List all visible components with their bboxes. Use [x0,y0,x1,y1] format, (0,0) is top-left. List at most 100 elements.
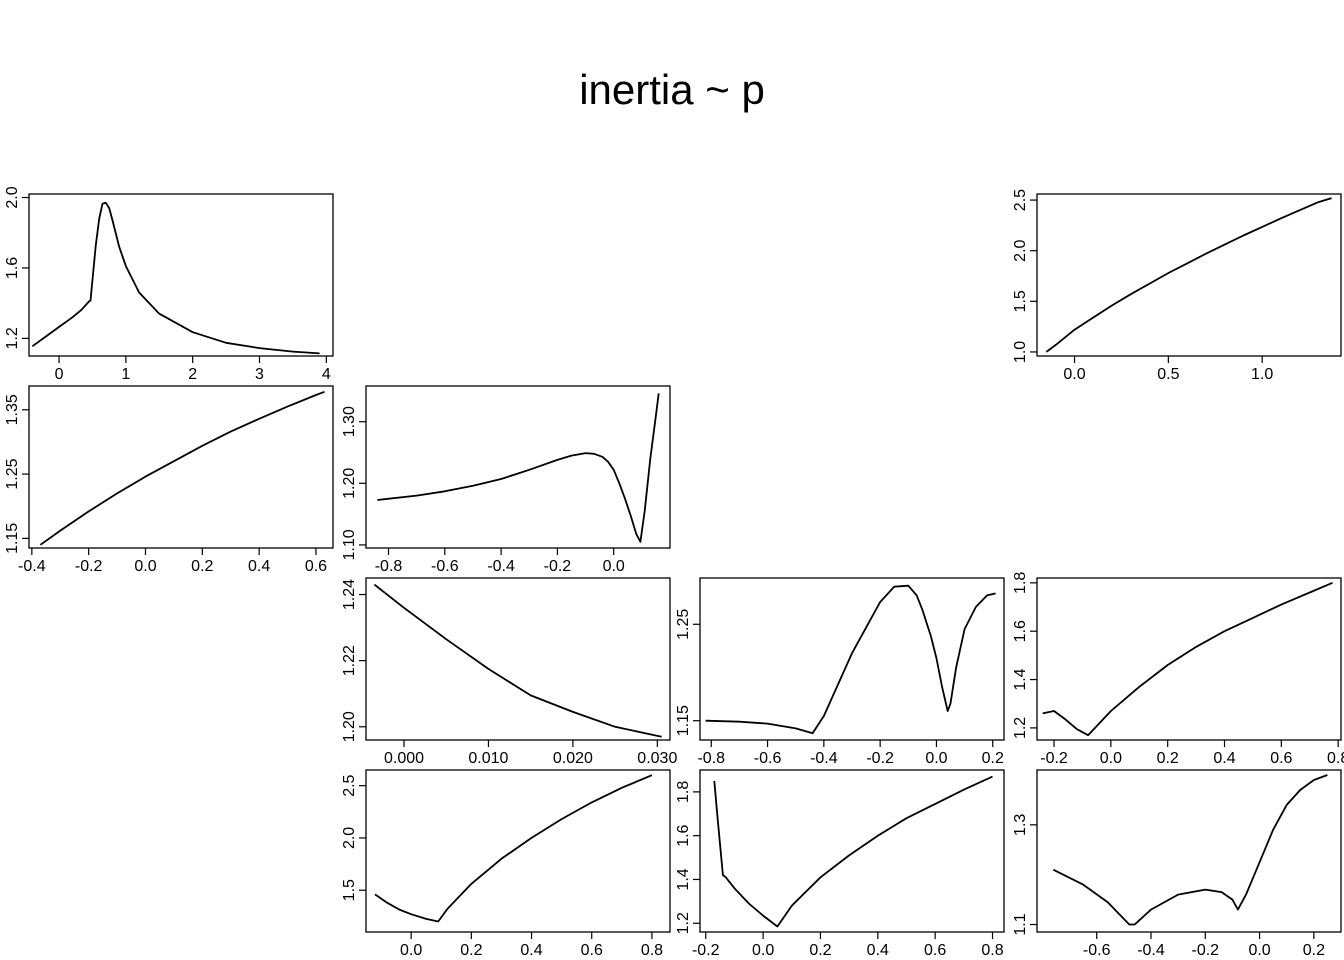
panel-r1-c1: 0 1 2 3 4 1.2 1.6 2.0 [4,186,334,383]
x-tick-label: 0.2 [191,558,213,575]
y-tick-label: 1.1 [1012,913,1029,935]
x-tick-label: 3 [255,366,264,383]
series-line [373,583,662,738]
plot-frame [365,577,671,741]
y-tick-label: 1.6 [1012,620,1029,642]
y-tick-label: 1.20 [341,468,358,499]
x-tick-label: -0.6 [1083,942,1111,959]
x-tick-label: 0.0 [1063,366,1085,383]
x-tick-label: 0.0 [752,942,774,959]
x-tick-label: 0.8 [1327,750,1344,767]
series-line [31,201,320,355]
plot-frame [1036,577,1342,741]
x-tick-label: 0.5 [1157,366,1179,383]
x-tick-label: 0.8 [981,942,1003,959]
x-tick-label: -0.8 [697,750,725,767]
x-tick-label: 4 [322,366,331,383]
y-tick-label: 2.5 [1012,189,1029,211]
x-tick-label: 2 [188,366,197,383]
y-tick-label: 1.4 [1012,668,1029,690]
plot-frame [28,193,334,357]
x-tick-label: 0.2 [1157,750,1179,767]
y-tick-label: 1.6 [4,257,21,279]
series-line [39,390,325,546]
figure-title: inertia ~ p [579,66,765,113]
x-tick-label: 0.000 [384,750,424,767]
y-tick-label: 2.0 [4,186,21,208]
y-tick-label: 1.10 [341,529,358,560]
y-tick-label: 1.2 [1012,717,1029,739]
series-line [374,774,653,923]
series-line [705,584,996,735]
x-tick-label: -0.8 [375,558,403,575]
x-tick-label: 0 [55,366,64,383]
y-tick-label: 1.8 [675,781,692,803]
x-tick-label: -0.2 [75,558,103,575]
y-tick-label: 2.0 [341,827,358,849]
x-tick-label: 1 [121,366,130,383]
x-tick-label: 0.0 [603,558,625,575]
x-tick-label: -0.2 [544,558,572,575]
x-tick-label: 0.2 [1303,942,1325,959]
y-tick-label: 2.5 [341,774,358,796]
x-tick-label: 0.030 [637,750,677,767]
y-tick-label: 1.2 [675,912,692,934]
x-tick-label: -0.4 [18,558,46,575]
plot-frame [699,577,1005,741]
x-tick-label: -0.2 [1191,942,1219,959]
x-tick-label: 0.010 [468,750,508,767]
y-tick-label: 1.24 [341,579,358,610]
panel-r2-c2: -0.8 -0.6 -0.4 -0.2 0.0 1.10 1.20 1.30 [341,385,671,575]
panel-r3-c2: 0.000 0.010 0.020 0.030 1.20 1.22 1.24 [341,577,677,767]
y-tick-label: 1.6 [675,824,692,846]
x-tick-label: 0.0 [1100,750,1122,767]
panel-r3-c4: -0.2 0.0 0.2 0.4 0.6 0.8 1.2 1.4 1.6 1.8 [1012,572,1344,767]
x-tick-label: 0.4 [248,558,270,575]
x-tick-label: -0.2 [866,750,894,767]
panel-r3-c3: -0.8 -0.6 -0.4 -0.2 0.0 0.2 1.15 1.25 [675,577,1005,767]
series-line [713,775,993,928]
x-tick-label: 0.0 [134,558,156,575]
x-tick-label: 0.020 [553,750,593,767]
x-tick-label: 0.6 [924,942,946,959]
panel-r1-c4: 0.0 0.5 1.0 1.0 1.5 2.0 2.5 [1012,189,1342,383]
y-tick-label: 2.0 [1012,239,1029,261]
y-tick-label: 1.2 [4,327,21,349]
x-tick-label: 0.0 [1248,942,1270,959]
y-tick-label: 1.0 [1012,341,1029,363]
x-tick-label: 0.6 [581,942,603,959]
plot-frame [1036,193,1342,357]
x-tick-label: -0.4 [1137,942,1165,959]
x-tick-label: -0.4 [810,750,838,767]
x-tick-label: -0.6 [431,558,459,575]
x-tick-label: -0.2 [1040,750,1068,767]
x-tick-label: 0.0 [925,750,947,767]
y-tick-label: 1.15 [675,705,692,736]
x-tick-label: -0.4 [487,558,515,575]
x-tick-label: 0.2 [809,942,831,959]
x-tick-label: -0.6 [754,750,782,767]
x-tick-label: 0.4 [520,942,542,959]
x-tick-label: 0.6 [305,558,327,575]
plot-frame [699,769,1005,933]
x-tick-label: 0.2 [982,750,1004,767]
panel-r2-c1: -0.4 -0.2 0.0 0.2 0.4 0.6 1.15 1.25 1.35 [4,385,334,575]
panel-r4-c3: -0.2 0.0 0.2 0.4 0.6 0.8 1.2 1.4 1.6 1.8 [675,769,1005,959]
y-tick-label: 1.25 [4,458,21,489]
x-tick-label: 0.0 [400,942,422,959]
y-tick-label: 1.35 [4,394,21,425]
x-tick-label: 1.0 [1251,366,1273,383]
series-line [1045,197,1332,353]
y-tick-label: 1.3 [1012,814,1029,836]
x-tick-label: 0.8 [641,942,663,959]
x-tick-label: 0.6 [1270,750,1292,767]
plot-frame [365,385,671,549]
y-tick-label: 1.22 [341,645,358,676]
y-tick-label: 1.20 [341,711,358,742]
plot-frame [1036,769,1342,933]
x-tick-label: 0.4 [1213,750,1235,767]
series-line [1042,581,1333,737]
plot-frame [365,769,671,933]
